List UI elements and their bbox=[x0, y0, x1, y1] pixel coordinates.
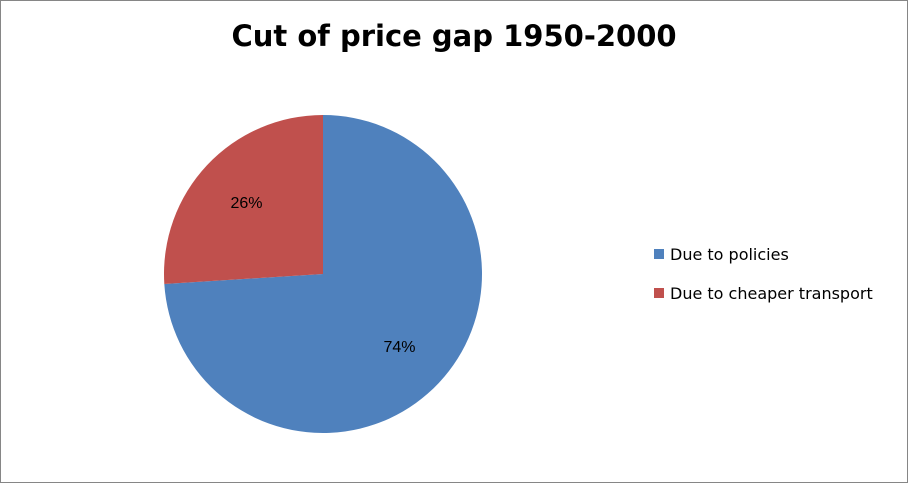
slice-policies bbox=[164, 115, 482, 433]
legend-item-cheaper-transport: Due to cheaper transport bbox=[654, 283, 873, 303]
legend-swatch-cheaper-transport bbox=[654, 288, 664, 298]
slice-label-cheaper-transport: 26% bbox=[230, 195, 262, 212]
legend-label-policies: Due to policies bbox=[670, 244, 789, 264]
legend-swatch-policies bbox=[654, 249, 664, 259]
legend: Due to policies Due to cheaper transport bbox=[654, 244, 873, 322]
slice-label-policies: 74% bbox=[383, 339, 415, 356]
chart-title: Cut of price gap 1950-2000 bbox=[231, 19, 677, 53]
slice-cheaper-transport bbox=[164, 115, 323, 284]
legend-label-cheaper-transport: Due to cheaper transport bbox=[670, 283, 873, 303]
legend-item-policies: Due to policies bbox=[654, 244, 873, 264]
